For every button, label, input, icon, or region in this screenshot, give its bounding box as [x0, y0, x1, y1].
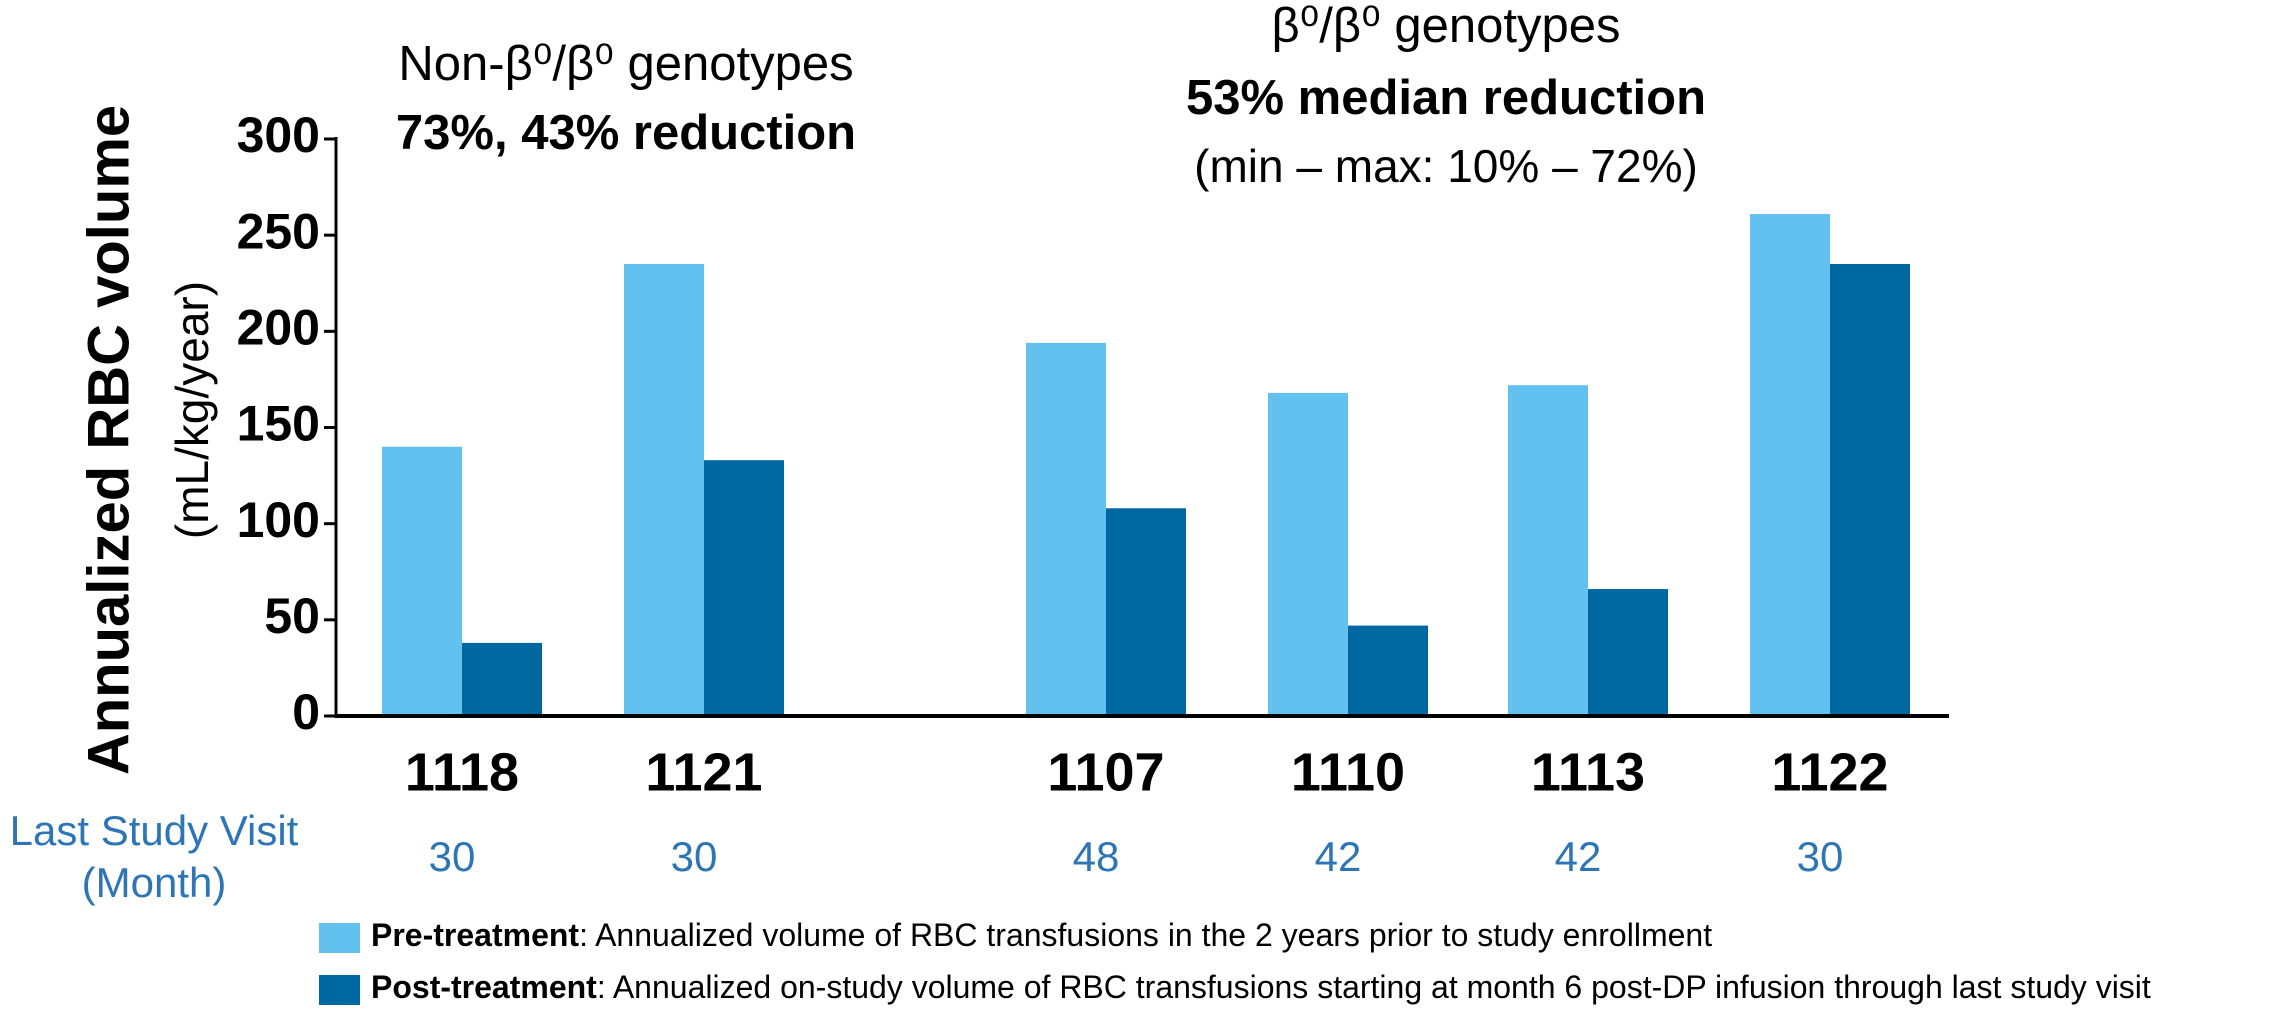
y-tick-label: 100 — [237, 492, 320, 548]
legend-swatch — [319, 975, 360, 1005]
bar — [1508, 385, 1588, 716]
annotation: 53% median reduction — [1186, 71, 1706, 125]
x-tick-label: 1118 — [405, 742, 519, 802]
y-tick-label: 50 — [264, 588, 320, 644]
annotation: Non-β⁰/β⁰ genotypes — [398, 37, 853, 91]
bar — [1588, 589, 1668, 716]
bar — [1348, 625, 1428, 716]
x-tick-label: 1107 — [1047, 742, 1164, 802]
y-tick-label: 150 — [237, 396, 320, 452]
annotation: 73%, 43% reduction — [396, 106, 856, 160]
bar — [382, 446, 462, 716]
annotation: β⁰/β⁰ genotypes — [1271, 0, 1620, 53]
x-tick-label: 1110 — [1291, 742, 1405, 802]
legend-name: Post-treatment — [371, 969, 597, 1005]
annotation: (min – max: 10% – 72%) — [1194, 140, 1698, 192]
bar — [704, 460, 784, 716]
legend-swatch — [319, 923, 360, 953]
visit-value: 30 — [671, 833, 718, 880]
legend-entry: Pre-treatment: Annualized volume of RBC … — [371, 917, 1712, 953]
y-axis-title: Annualized RBC volume — [76, 105, 141, 775]
y-tick-label: 200 — [237, 300, 320, 356]
legend-entry: Post-treatment: Annualized on-study volu… — [371, 969, 2151, 1005]
bar — [1026, 342, 1106, 716]
visit-value: 30 — [1797, 833, 1844, 880]
visit-value: 48 — [1073, 833, 1120, 880]
y-tick-label: 0 — [292, 684, 320, 740]
y-axis-unit: (mL/kg/year) — [166, 281, 218, 539]
x-tick-label: 1122 — [1771, 742, 1888, 802]
legend-description: : Annualized volume of RBC transfusions … — [579, 917, 1712, 953]
visit-value: 42 — [1315, 833, 1362, 880]
legend-name: Pre-treatment — [371, 917, 579, 953]
visit-value: 42 — [1555, 833, 1602, 880]
bar — [1268, 392, 1348, 716]
visit-value: 30 — [429, 833, 476, 880]
legend-description: : Annualized on-study volume of RBC tran… — [597, 969, 2151, 1005]
visit-label: Last Study Visit — [10, 807, 299, 854]
visit-label: (Month) — [82, 859, 227, 906]
bar — [1106, 508, 1186, 716]
x-tick-label: 1113 — [1531, 742, 1645, 802]
bar — [1830, 264, 1910, 716]
bar — [462, 642, 542, 716]
bar — [624, 264, 704, 716]
x-tick-label: 1121 — [645, 742, 762, 802]
y-tick-label: 250 — [237, 203, 320, 259]
bar — [1750, 214, 1830, 716]
y-tick-label: 300 — [237, 107, 320, 163]
